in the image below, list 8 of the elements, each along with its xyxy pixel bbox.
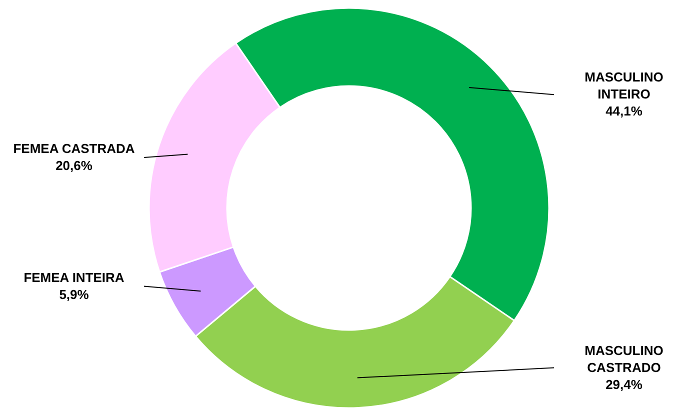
- slice-label: MASCULINO CASTRADO: [584, 342, 664, 375]
- slice-label: FEMEA INTEIRA: [24, 270, 125, 285]
- data-label: 44,1%: [606, 104, 643, 119]
- slice-label: FEMEA CASTRADA: [13, 140, 136, 156]
- data-label: 5,9%: [59, 286, 90, 302]
- data-label: 20,6%: [56, 158, 93, 173]
- data-label: 29,4%: [606, 376, 643, 392]
- slice-label: MASCULINO INTEIRO: [584, 70, 664, 102]
